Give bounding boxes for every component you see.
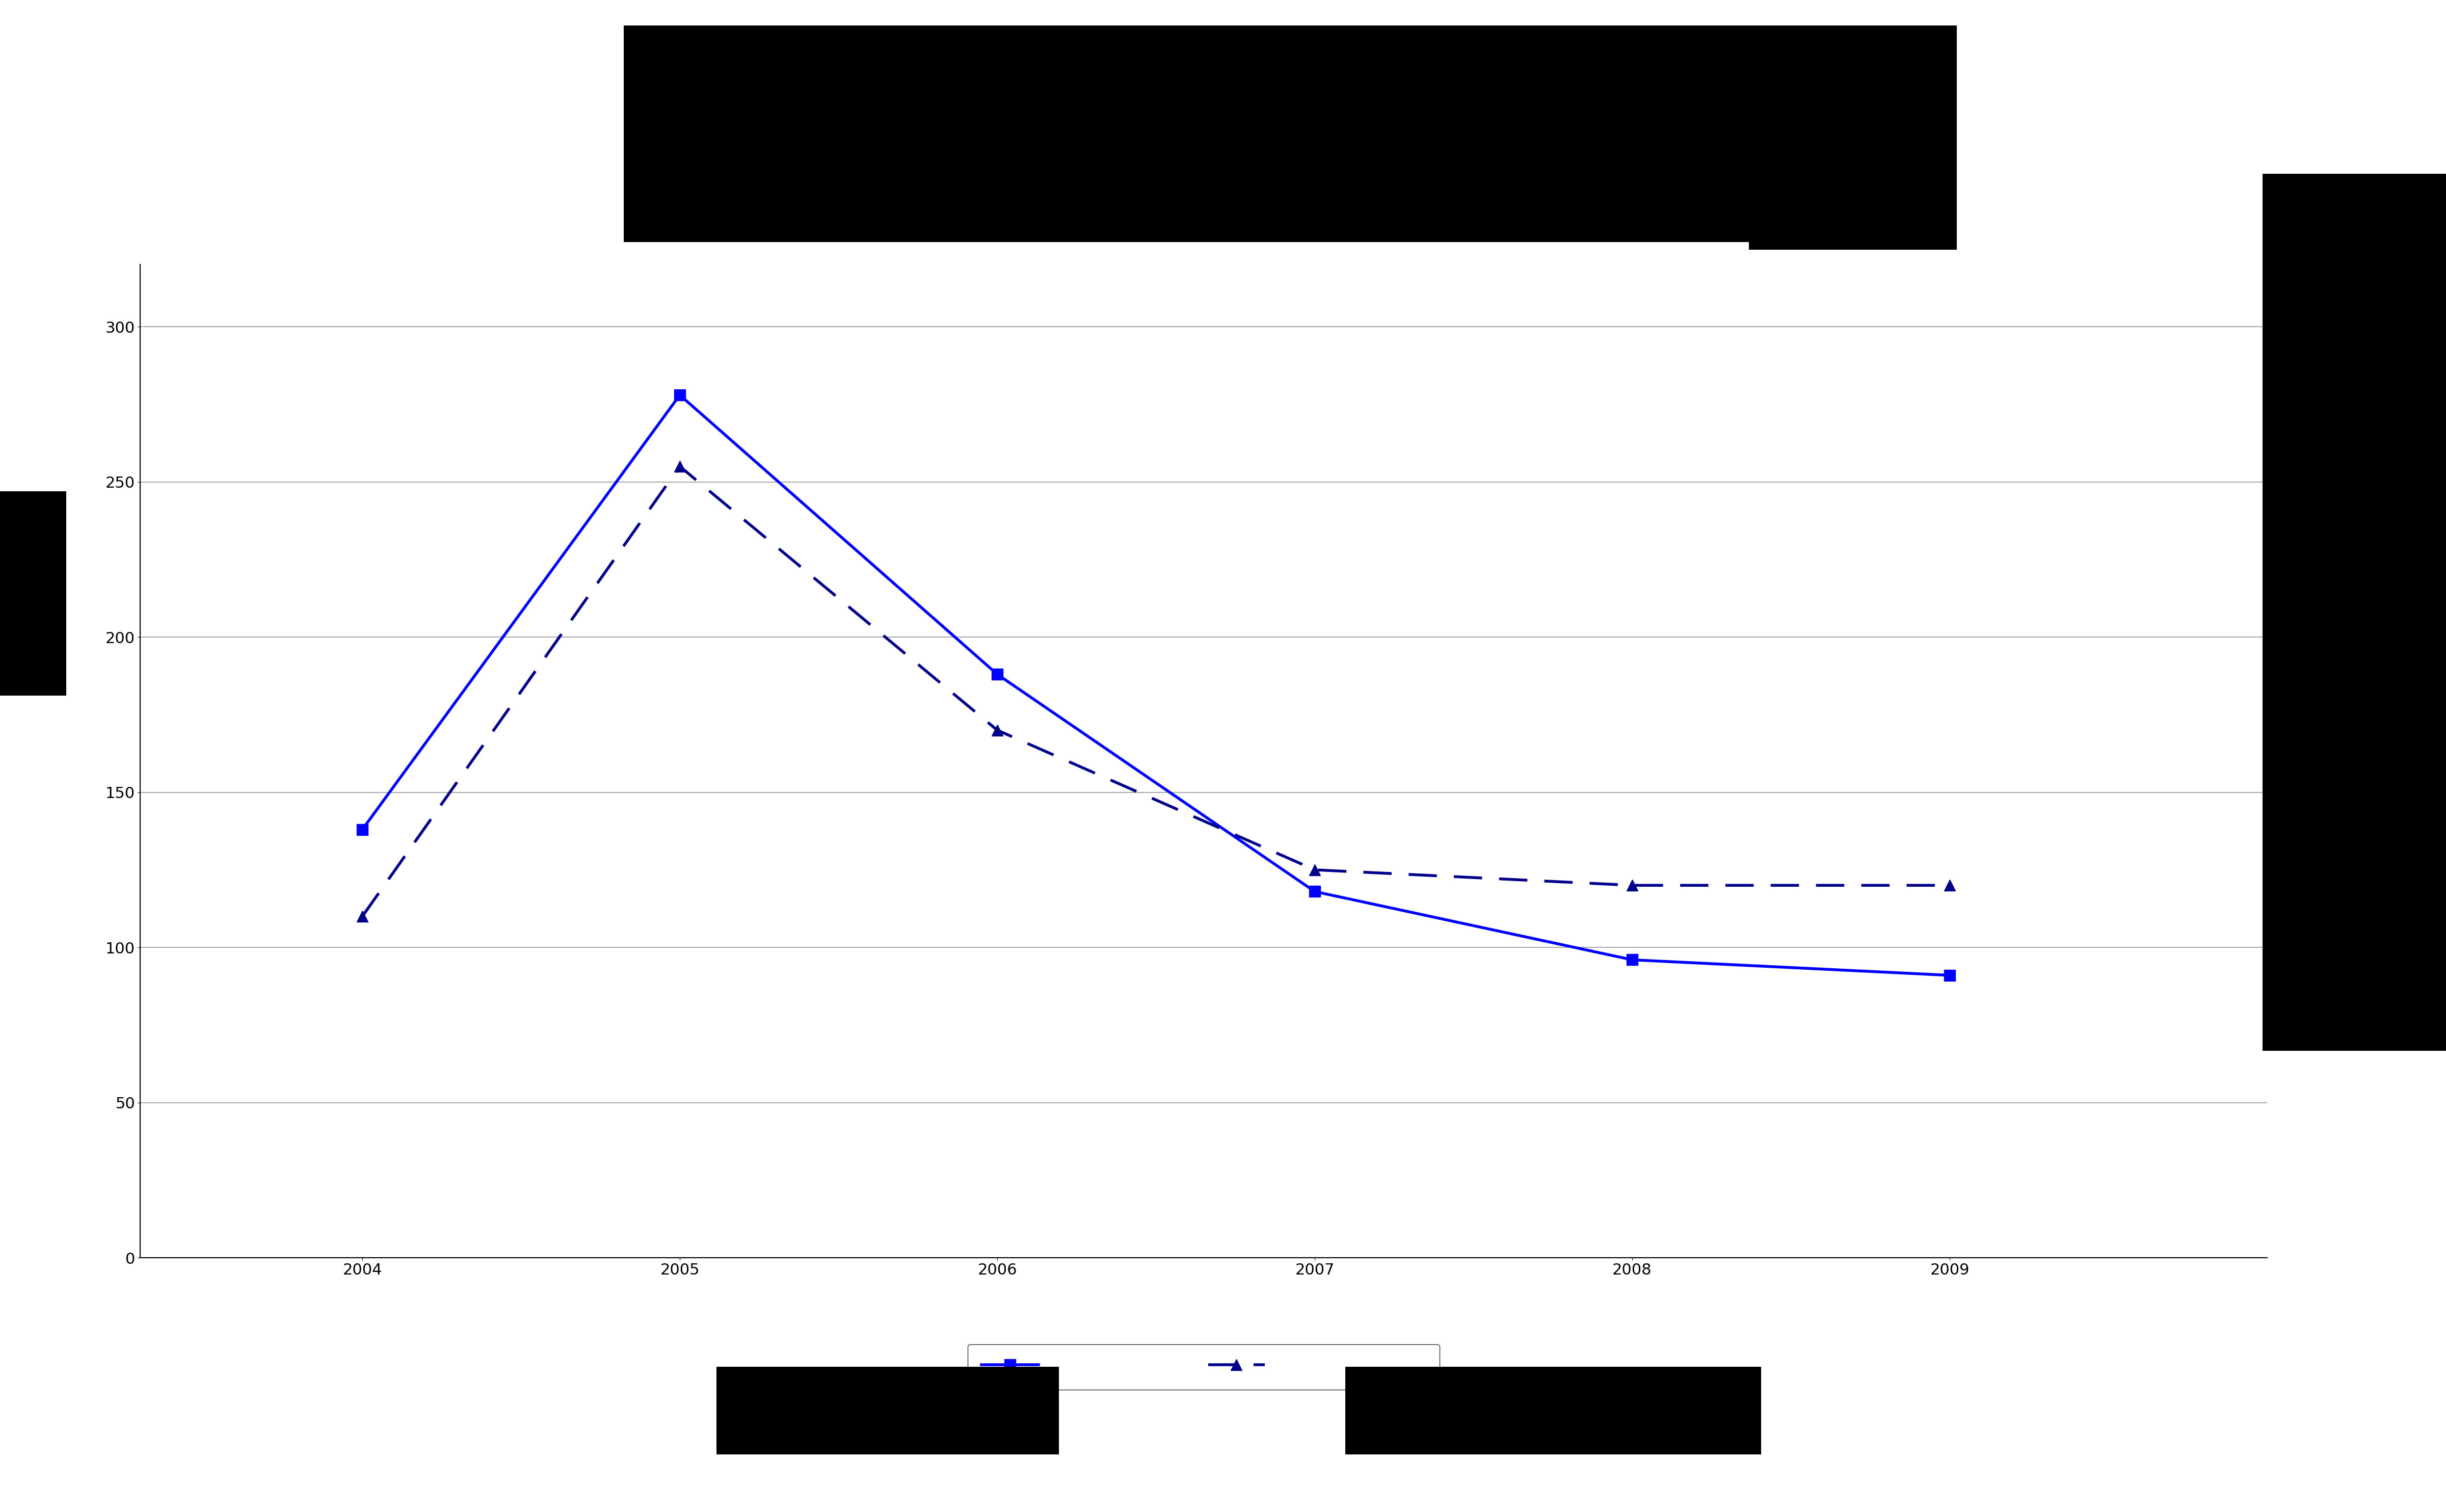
Valeur (millions USD): [665, 457, 695, 475]
Quantité (1000 t): [1301, 883, 1331, 901]
Valeur (millions USD): [983, 721, 1013, 739]
Quantité (1000 t): [347, 821, 377, 839]
Valeur (millions USD): [347, 907, 377, 925]
Line: Quantité (1000 t): Quantité (1000 t): [357, 390, 1954, 981]
Valeur (millions USD): [1617, 877, 1646, 895]
Quantité (1000 t): [983, 665, 1013, 683]
Line: Valeur (millions USD): Valeur (millions USD): [357, 461, 1954, 922]
Legend: Quantité (1000 t), Valeur (millions USD): Quantité (1000 t), Valeur (millions USD): [969, 1344, 1441, 1390]
Valeur (millions USD): [1935, 877, 1964, 895]
Quantité (1000 t): [665, 386, 695, 404]
Valeur (millions USD): [1301, 860, 1331, 878]
Quantité (1000 t): [1935, 966, 1964, 984]
Quantité (1000 t): [1617, 951, 1646, 969]
